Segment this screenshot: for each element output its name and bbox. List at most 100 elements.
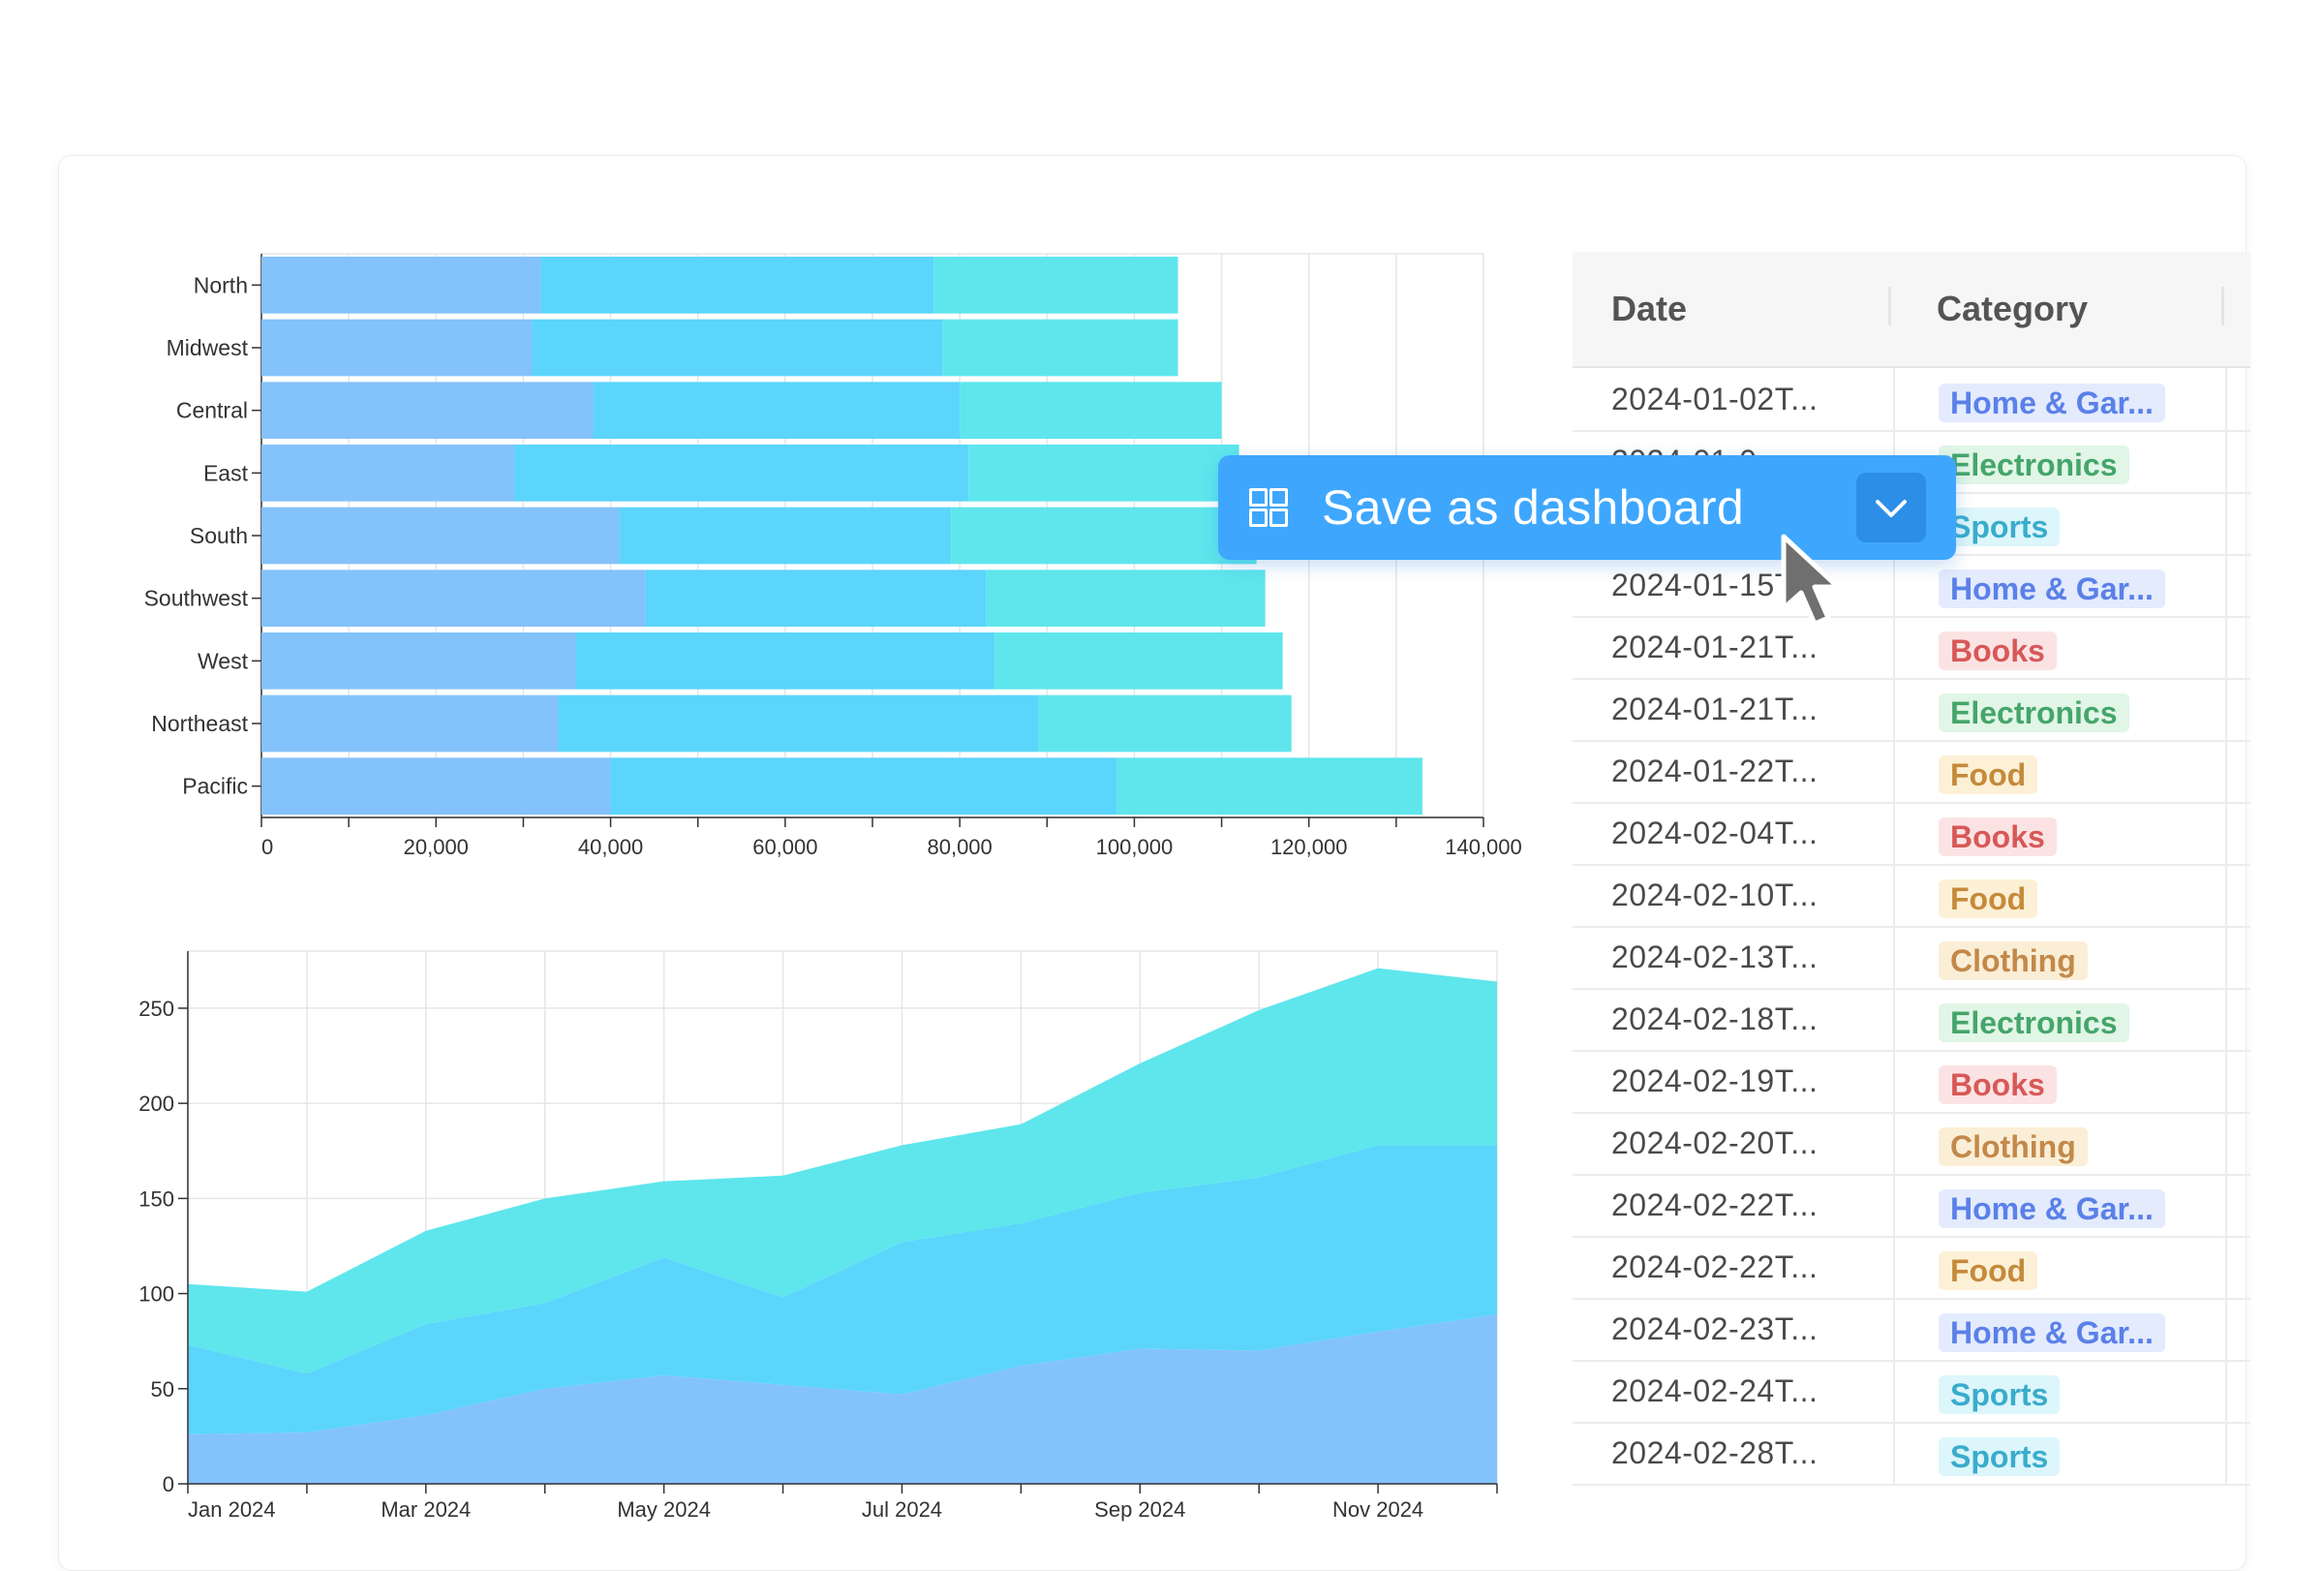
chevron-down-icon bbox=[1876, 500, 1907, 517]
column-divider bbox=[2225, 368, 2227, 430]
x-tick-label: May 2024 bbox=[617, 1497, 711, 1522]
date-cell: 2024-02-28T... bbox=[1611, 1435, 1819, 1470]
column-divider bbox=[1893, 368, 1895, 430]
y-tick-label: Southwest bbox=[144, 586, 249, 611]
x-tick-label: Sep 2024 bbox=[1094, 1497, 1185, 1522]
table-row[interactable]: 2024-02-19T... Books bbox=[1573, 1050, 2250, 1114]
y-tick-label: 250 bbox=[138, 997, 174, 1021]
date-cell: 2024-02-24T... bbox=[1611, 1373, 1819, 1408]
y-tick-label: 200 bbox=[138, 1092, 174, 1116]
column-divider bbox=[1893, 1422, 1895, 1484]
bar-segment bbox=[261, 507, 620, 565]
bar-segment bbox=[968, 445, 1239, 502]
column-divider bbox=[2225, 1236, 2227, 1298]
category-badge: Home & Gar... bbox=[1939, 1189, 2165, 1228]
date-cell: 2024-02-22T... bbox=[1611, 1187, 1819, 1222]
y-tick-label: 50 bbox=[151, 1377, 174, 1402]
column-divider bbox=[2225, 988, 2227, 1050]
bar-segment bbox=[951, 507, 1257, 565]
date-cell: 2024-01-02T... bbox=[1611, 382, 1819, 416]
table-row[interactable]: 2024-02-13T... Clothing bbox=[1573, 926, 2250, 990]
category-badge: Electronics bbox=[1939, 1003, 2129, 1042]
table-row[interactable]: 2024-01-15T... Home & Gar... bbox=[1573, 554, 2250, 618]
bar-segment bbox=[261, 570, 646, 627]
table-row[interactable]: 2024-02-23T... Home & Gar... bbox=[1573, 1298, 2250, 1362]
bar-segment bbox=[575, 632, 995, 690]
bar-segment bbox=[532, 319, 943, 377]
category-badge: Home & Gar... bbox=[1939, 1313, 2165, 1352]
bar-segment bbox=[645, 570, 987, 627]
category-badge: Home & Gar... bbox=[1939, 384, 2165, 422]
table-row[interactable]: 2024-02-24T... Sports bbox=[1573, 1360, 2250, 1424]
category-badge: Clothing bbox=[1939, 1127, 2088, 1166]
bar-segment bbox=[960, 382, 1222, 439]
date-cell: 2024-02-04T... bbox=[1611, 816, 1819, 850]
x-tick-label: 120,000 bbox=[1270, 835, 1348, 859]
column-divider bbox=[1893, 554, 1895, 616]
category-badge: Sports bbox=[1939, 508, 2061, 546]
x-tick-label: Jan 2024 bbox=[188, 1497, 276, 1522]
column-divider bbox=[1893, 1236, 1895, 1298]
column-divider bbox=[2225, 492, 2227, 554]
column-divider bbox=[2225, 1422, 2227, 1484]
column-divider bbox=[1893, 1360, 1895, 1422]
y-tick-label: West bbox=[198, 648, 249, 673]
y-tick-label: 100 bbox=[138, 1282, 174, 1307]
bar-segment bbox=[261, 694, 559, 753]
column-header-date[interactable]: Date bbox=[1611, 289, 1688, 328]
table-row[interactable]: 2024-02-04T... Books bbox=[1573, 802, 2250, 866]
y-tick-label: North bbox=[194, 272, 248, 297]
table-row[interactable]: 2024-02-28T... Sports bbox=[1573, 1422, 2250, 1486]
category-badge: Electronics bbox=[1939, 693, 2129, 732]
column-resize-handle[interactable] bbox=[2221, 287, 2224, 325]
category-badge: Sports bbox=[1939, 1375, 2061, 1414]
column-divider bbox=[1893, 1050, 1895, 1112]
bar-segment bbox=[994, 632, 1283, 690]
column-divider bbox=[2225, 616, 2227, 678]
category-badge: Sports bbox=[1939, 1437, 2061, 1476]
bar-segment bbox=[610, 757, 1117, 815]
save-options-dropdown-button[interactable] bbox=[1856, 473, 1926, 542]
area-series-3 bbox=[188, 968, 1497, 1374]
x-tick-label: 40,000 bbox=[578, 835, 643, 859]
grid-icon bbox=[1249, 488, 1288, 527]
column-divider bbox=[2225, 1174, 2227, 1236]
column-divider bbox=[2225, 926, 2227, 988]
bar-segment bbox=[261, 382, 594, 439]
y-tick-label: 0 bbox=[163, 1472, 174, 1496]
y-tick-label: East bbox=[203, 460, 249, 485]
bar-segment bbox=[540, 257, 934, 314]
table-row[interactable]: 2024-02-22T... Food bbox=[1573, 1236, 2250, 1300]
date-cell: 2024-02-23T... bbox=[1611, 1311, 1819, 1346]
table-row[interactable]: 2024-02-18T... Electronics bbox=[1573, 988, 2250, 1052]
column-divider bbox=[2225, 1298, 2227, 1360]
y-tick-label: 150 bbox=[138, 1186, 174, 1211]
table-row[interactable]: 2024-02-10T... Food bbox=[1573, 864, 2250, 928]
x-tick-label: Mar 2024 bbox=[381, 1497, 471, 1522]
column-resize-handle[interactable] bbox=[1888, 287, 1891, 325]
x-tick-label: 60,000 bbox=[752, 835, 817, 859]
table-row[interactable]: 2024-02-22T... Home & Gar... bbox=[1573, 1174, 2250, 1238]
bar-segment bbox=[558, 694, 1039, 753]
category-badge: Books bbox=[1939, 1065, 2057, 1104]
column-header-category[interactable]: Category bbox=[1937, 289, 2089, 328]
table-header: Date Category bbox=[1573, 252, 2250, 368]
table-row[interactable]: 2024-01-02T... Home & Gar... bbox=[1573, 368, 2250, 432]
date-cell: 2024-02-19T... bbox=[1611, 1063, 1819, 1098]
stacked-area-chart: 0 50 100 150 200 250 Jan 2024 Mar 2024 May 2024 J… bbox=[138, 950, 1498, 1522]
table-row[interactable]: 2024-02-20T... Clothing bbox=[1573, 1112, 2250, 1176]
bar-segment bbox=[261, 445, 515, 502]
date-cell: 2024-02-20T... bbox=[1611, 1125, 1819, 1160]
column-divider bbox=[1893, 926, 1895, 988]
save-button-label: Save as dashboard bbox=[1322, 480, 1744, 535]
y-tick-label: South bbox=[190, 523, 248, 548]
category-badge: Electronics bbox=[1939, 446, 2129, 484]
bar-segment bbox=[261, 757, 611, 815]
area-series-1 bbox=[188, 1314, 1497, 1484]
column-divider bbox=[1893, 988, 1895, 1050]
table-row[interactable]: 2024-01-22T... Food bbox=[1573, 740, 2250, 804]
column-divider bbox=[2225, 864, 2227, 926]
table-row[interactable]: 2024-01-21T... Books bbox=[1573, 616, 2250, 680]
save-as-dashboard-button[interactable]: Save as dashboard bbox=[1218, 455, 1956, 560]
table-row[interactable]: 2024-01-21T... Electronics bbox=[1573, 678, 2250, 742]
